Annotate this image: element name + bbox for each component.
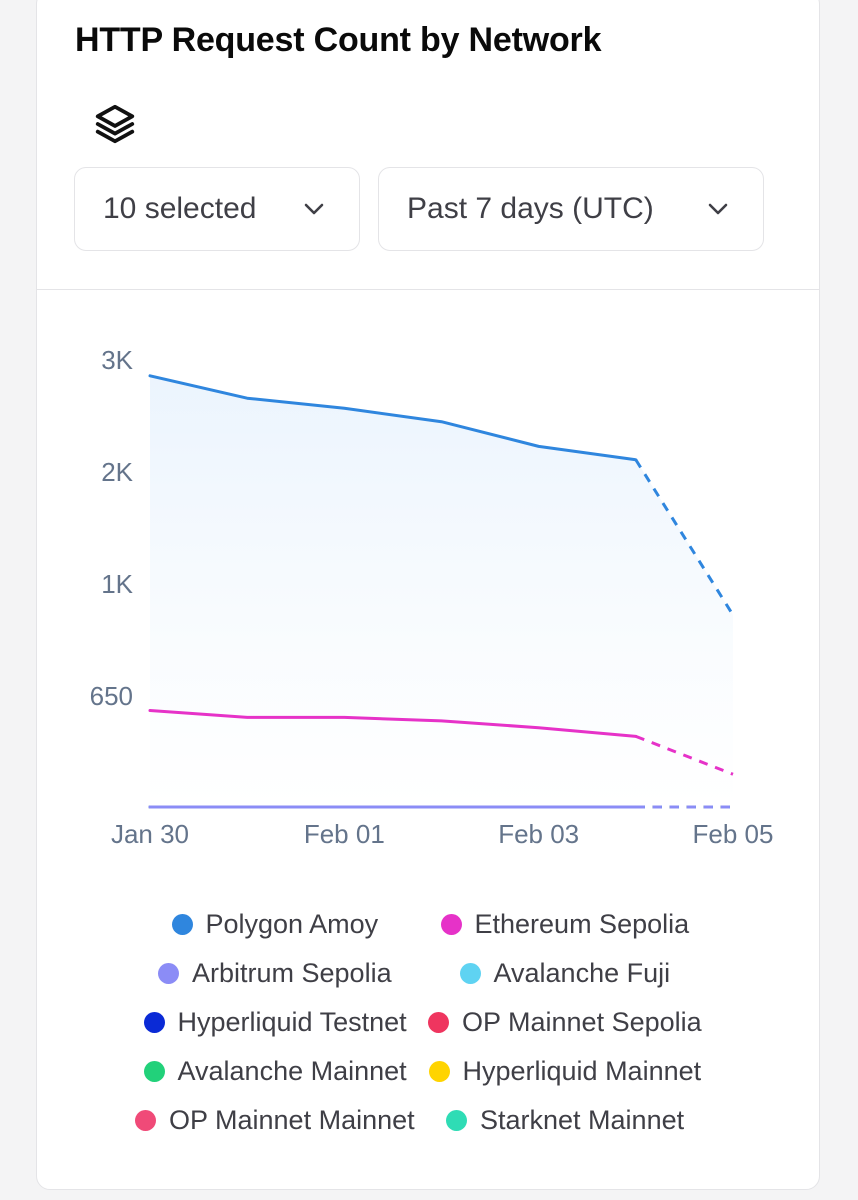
card-header: HTTP Request Count by Network 10 selecte…: [37, 0, 819, 290]
legend-label: Starknet Mainnet: [480, 1105, 685, 1135]
legend-item[interactable]: Ethereum Sepolia: [440, 909, 690, 940]
legend-label: Ethereum Sepolia: [474, 909, 690, 939]
series-line-projection: [634, 459, 735, 616]
series-line[interactable]: [148, 374, 638, 462]
legend-swatch: [428, 1012, 449, 1033]
x-tick-label: Feb 05: [693, 819, 774, 849]
y-tick-label: 2K: [101, 457, 133, 487]
legend-label: Hyperliquid Mainnet: [462, 1056, 702, 1086]
legend-swatch: [135, 1110, 156, 1131]
legend-swatch: [158, 963, 179, 984]
legend-label: Arbitrum Sepolia: [192, 958, 392, 988]
legend-item[interactable]: Arbitrum Sepolia: [158, 958, 392, 989]
legend-item[interactable]: OP Mainnet Sepolia: [428, 1007, 702, 1038]
legend-label: Polygon Amoy: [205, 909, 379, 939]
legend-label: OP Mainnet Sepolia: [462, 1007, 702, 1037]
y-tick-label: 650: [90, 681, 133, 711]
y-tick-label: 3K: [101, 345, 133, 375]
chevron-down-icon: [708, 203, 728, 215]
x-tick-label: Feb 03: [498, 819, 579, 849]
legend-swatch: [171, 914, 193, 935]
legend-label: Hyperliquid Testnet: [177, 1007, 407, 1037]
line-chart-area: 3K 2K 1K 650 Jan 30 Feb 01 Feb 03 Feb 05: [37, 291, 819, 891]
legend-label: Avalanche Mainnet: [177, 1056, 407, 1086]
series-area-fill: [150, 375, 733, 807]
legend-item[interactable]: Polygon Amoy: [171, 909, 379, 940]
legend-swatch: [428, 1061, 450, 1082]
legend-item[interactable]: Avalanche Mainnet: [143, 1056, 407, 1087]
legend-swatch: [440, 914, 462, 935]
chart-card: HTTP Request Count by Network 10 selecte…: [36, 0, 820, 1190]
legend-label: Avalanche Fuji: [493, 958, 671, 988]
legend-swatch: [459, 963, 481, 984]
legend-swatch: [143, 1061, 165, 1082]
chart-title: HTTP Request Count by Network: [75, 21, 602, 59]
chevron-down-icon: [304, 203, 324, 215]
time-range-value: Past 7 days (UTC): [407, 192, 654, 225]
network-select-value: 10 selected: [103, 192, 257, 225]
legend-item[interactable]: Hyperliquid Testnet: [143, 1007, 407, 1038]
series-line-projection: [635, 734, 734, 776]
x-tick-label: Jan 30: [111, 819, 189, 849]
legend-item[interactable]: Starknet Mainnet: [446, 1105, 684, 1136]
legend-label: OP Mainnet Mainnet: [169, 1105, 415, 1135]
layers-icon[interactable]: [92, 101, 138, 147]
network-select-dropdown[interactable]: 10 selected: [74, 167, 360, 251]
series-line[interactable]: [148, 709, 638, 738]
legend-item[interactable]: Hyperliquid Mainnet: [428, 1056, 702, 1087]
legend-swatch: [446, 1110, 467, 1131]
x-tick-label: Feb 01: [304, 819, 385, 849]
legend-item[interactable]: Avalanche Fuji: [459, 958, 671, 989]
y-tick-label: 1K: [101, 569, 133, 599]
time-range-dropdown[interactable]: Past 7 days (UTC): [378, 167, 764, 251]
line-chart: 3K 2K 1K 650 Jan 30 Feb 01 Feb 03 Feb 05: [90, 345, 774, 849]
legend-item[interactable]: OP Mainnet Mainnet: [135, 1105, 415, 1136]
legend-swatch: [143, 1012, 165, 1033]
